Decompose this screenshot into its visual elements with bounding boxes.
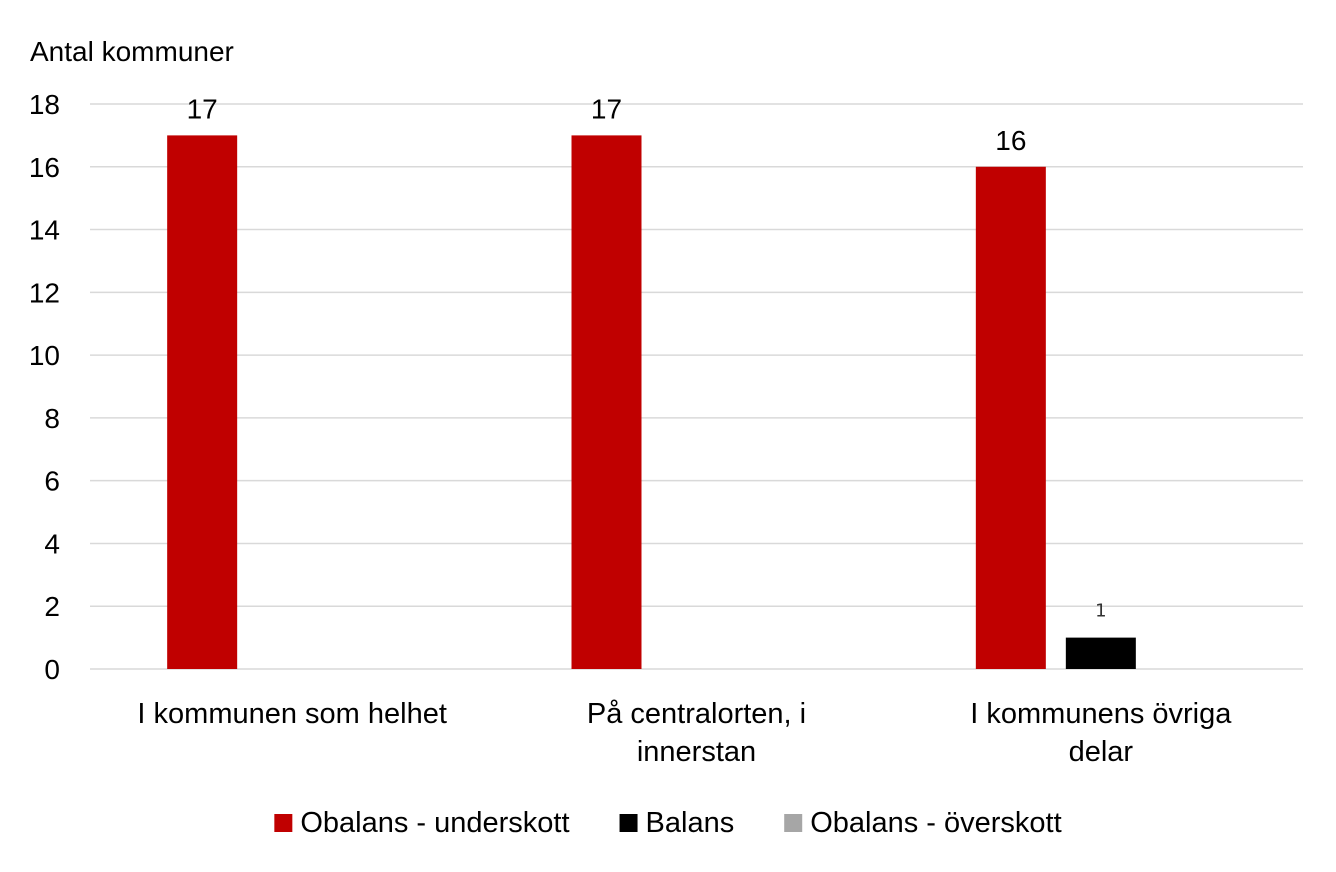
data-label: 16 [995,125,1026,156]
gridlines [90,103,1303,670]
x-tick-label-line: innerstan [637,736,756,768]
x-tick-label: På centralorten, i innerstan [587,698,806,768]
bar-obalans-underskott [975,166,1046,669]
bar-obalans-underskott [571,135,642,669]
x-axis-ticks: I kommunen som helhet På centralorten, i i… [137,698,1232,768]
y-tick-label: 12 [29,277,60,308]
y-tick-label: 10 [29,340,60,371]
legend-swatch [784,814,803,832]
data-labels: 17 17 16 1 [187,93,1107,621]
x-tick-label-line: På centralorten, i [587,698,806,730]
x-tick-label-line: I kommunens övriga [970,698,1232,730]
legend-label: Obalans - överskott [810,807,1061,839]
y-axis-ticks: 0 2 4 6 8 10 12 14 16 18 [29,89,60,685]
legend-label: Obalans - underskott [300,807,569,839]
y-axis-label: Antal kommuner [30,36,234,67]
data-label: 1 [1095,601,1106,622]
y-tick-label: 2 [44,591,60,622]
y-tick-label: 16 [29,152,60,183]
legend: Obalans - underskott Balans Obalans - över… [274,807,1062,839]
y-tick-label: 6 [44,466,60,497]
y-tick-label: 18 [29,89,60,120]
y-tick-label: 8 [44,403,60,434]
x-tick-label: I kommunens övriga delar [970,698,1232,768]
x-tick-label-line: delar [1069,736,1134,768]
data-label: 17 [591,93,622,124]
legend-swatch [619,814,638,832]
y-tick-label: 4 [44,528,60,559]
legend-label: Balans [646,807,735,839]
bar-balans [1065,637,1136,669]
x-tick-label: I kommunen som helhet [137,698,446,730]
data-label: 17 [187,93,218,124]
y-tick-label: 0 [44,654,60,685]
bars [167,135,1136,669]
bar-obalans-underskott [167,135,238,669]
legend-swatch [274,814,293,832]
y-tick-label: 14 [29,215,60,246]
x-tick-label-line: I kommunen som helhet [137,698,446,730]
